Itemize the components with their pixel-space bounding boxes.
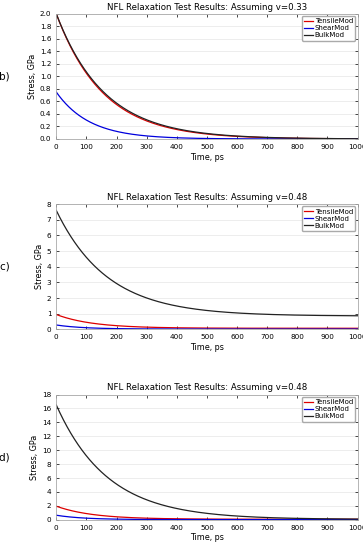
Legend: TensileMod, ShearMod, BulkMod: TensileMod, ShearMod, BulkMod xyxy=(302,206,355,231)
Title: NFL Relaxation Test Results: Assuming v=0.48: NFL Relaxation Test Results: Assuming v=… xyxy=(107,193,307,202)
ShearMod xyxy=(317,136,321,142)
BulkMod xyxy=(317,135,321,142)
ShearMod xyxy=(350,326,354,332)
Line: BulkMod: BulkMod xyxy=(56,14,358,139)
Y-axis label: Stress, GPa: Stress, GPa xyxy=(35,244,44,289)
BulkMod xyxy=(355,516,360,522)
BulkMod xyxy=(317,515,321,522)
TensileMod xyxy=(317,516,321,522)
ShearMod xyxy=(54,89,58,95)
TensileMod xyxy=(183,515,187,522)
ShearMod xyxy=(183,135,187,141)
TensileMod xyxy=(350,135,354,142)
BulkMod xyxy=(350,135,354,142)
BulkMod xyxy=(350,516,354,522)
X-axis label: Time, ps: Time, ps xyxy=(190,534,224,542)
TensileMod xyxy=(355,516,360,522)
TensileMod xyxy=(170,324,174,331)
BulkMod xyxy=(170,302,174,309)
ShearMod xyxy=(89,324,93,331)
ShearMod xyxy=(355,136,360,142)
Text: (b): (b) xyxy=(0,72,9,81)
ShearMod xyxy=(89,119,93,125)
Line: TensileMod: TensileMod xyxy=(56,14,358,139)
TensileMod xyxy=(350,325,354,332)
TensileMod xyxy=(355,135,360,142)
ShearMod xyxy=(355,326,360,332)
ShearMod xyxy=(350,516,354,523)
ShearMod xyxy=(54,322,58,328)
Text: (d): (d) xyxy=(0,452,9,462)
TensileMod xyxy=(54,503,58,509)
ShearMod xyxy=(106,126,111,133)
Line: TensileMod: TensileMod xyxy=(56,506,358,519)
X-axis label: Time, ps: Time, ps xyxy=(190,153,224,162)
ShearMod xyxy=(170,516,174,523)
Line: ShearMod: ShearMod xyxy=(56,515,358,520)
Line: ShearMod: ShearMod xyxy=(56,92,358,139)
TensileMod xyxy=(170,125,174,132)
ShearMod xyxy=(106,325,111,332)
ShearMod xyxy=(54,512,58,519)
ShearMod xyxy=(350,136,354,142)
ShearMod xyxy=(317,516,321,523)
Y-axis label: Stress, GPa: Stress, GPa xyxy=(28,54,37,99)
BulkMod xyxy=(170,504,174,511)
Line: TensileMod: TensileMod xyxy=(56,315,358,328)
ShearMod xyxy=(183,516,187,523)
BulkMod xyxy=(183,127,187,134)
BulkMod xyxy=(183,507,187,513)
BulkMod xyxy=(350,312,354,319)
Title: NFL Relaxation Test Results: Assuming v=0.33: NFL Relaxation Test Results: Assuming v=… xyxy=(107,3,307,12)
BulkMod xyxy=(183,304,187,311)
ShearMod xyxy=(89,515,93,522)
Y-axis label: Stress, GPa: Stress, GPa xyxy=(30,434,39,480)
TensileMod xyxy=(183,324,187,331)
ShearMod xyxy=(355,516,360,523)
TensileMod xyxy=(89,76,93,82)
ShearMod xyxy=(170,134,174,141)
TensileMod xyxy=(54,311,58,318)
TensileMod xyxy=(106,513,111,520)
Line: BulkMod: BulkMod xyxy=(56,405,358,519)
Line: BulkMod: BulkMod xyxy=(56,211,358,316)
Title: NFL Relaxation Test Results: Assuming v=0.48: NFL Relaxation Test Results: Assuming v=… xyxy=(107,383,307,392)
Line: ShearMod: ShearMod xyxy=(56,325,358,329)
TensileMod xyxy=(317,135,321,142)
BulkMod xyxy=(170,124,174,131)
Legend: TensileMod, ShearMod, BulkMod: TensileMod, ShearMod, BulkMod xyxy=(302,397,355,421)
BulkMod xyxy=(89,458,93,464)
BulkMod xyxy=(317,312,321,319)
ShearMod xyxy=(317,326,321,332)
BulkMod xyxy=(106,94,111,100)
BulkMod xyxy=(89,258,93,265)
Text: (c): (c) xyxy=(0,262,9,272)
TensileMod xyxy=(183,128,187,134)
TensileMod xyxy=(89,320,93,326)
ShearMod xyxy=(170,326,174,332)
X-axis label: Time, ps: Time, ps xyxy=(190,343,224,352)
BulkMod xyxy=(106,475,111,481)
TensileMod xyxy=(106,322,111,328)
TensileMod xyxy=(106,95,111,101)
TensileMod xyxy=(350,516,354,522)
Legend: TensileMod, ShearMod, BulkMod: TensileMod, ShearMod, BulkMod xyxy=(302,16,355,41)
BulkMod xyxy=(54,402,58,408)
BulkMod xyxy=(54,10,58,17)
BulkMod xyxy=(106,274,111,281)
ShearMod xyxy=(106,516,111,522)
TensileMod xyxy=(317,325,321,332)
TensileMod xyxy=(54,10,58,17)
BulkMod xyxy=(54,207,58,214)
TensileMod xyxy=(170,515,174,522)
BulkMod xyxy=(355,135,360,142)
BulkMod xyxy=(89,74,93,81)
TensileMod xyxy=(89,511,93,518)
ShearMod xyxy=(183,326,187,332)
TensileMod xyxy=(355,325,360,332)
BulkMod xyxy=(355,312,360,319)
